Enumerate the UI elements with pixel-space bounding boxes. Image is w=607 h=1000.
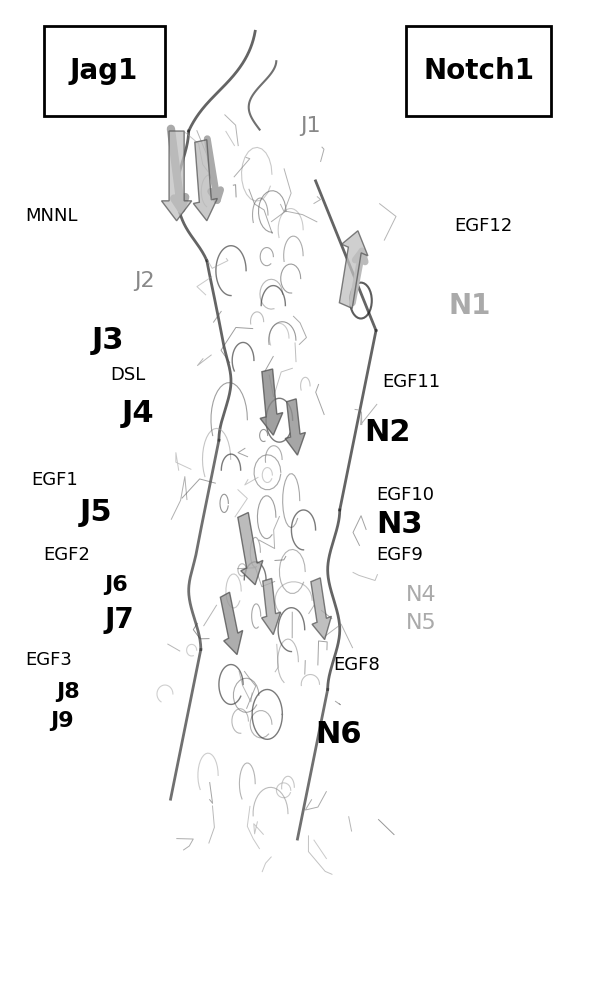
FancyArrow shape bbox=[262, 578, 280, 635]
Text: EGF9: EGF9 bbox=[376, 546, 423, 564]
FancyBboxPatch shape bbox=[44, 26, 164, 116]
FancyArrow shape bbox=[194, 140, 217, 221]
Text: J2: J2 bbox=[134, 271, 155, 291]
Text: N4: N4 bbox=[406, 585, 437, 605]
FancyArrow shape bbox=[339, 231, 368, 308]
Text: J9: J9 bbox=[50, 711, 73, 731]
Text: MNNL: MNNL bbox=[25, 207, 78, 225]
FancyArrow shape bbox=[260, 369, 283, 435]
FancyBboxPatch shape bbox=[406, 26, 551, 116]
Text: J5: J5 bbox=[80, 498, 112, 527]
Text: N2: N2 bbox=[364, 418, 410, 447]
Text: J7: J7 bbox=[104, 606, 134, 634]
Text: EGF3: EGF3 bbox=[25, 651, 72, 669]
Text: J6: J6 bbox=[104, 575, 128, 595]
FancyArrow shape bbox=[311, 578, 331, 640]
Text: N5: N5 bbox=[406, 613, 437, 633]
FancyArrow shape bbox=[285, 399, 305, 455]
Text: J1: J1 bbox=[300, 116, 321, 136]
Text: DSL: DSL bbox=[110, 366, 146, 384]
Text: EGF2: EGF2 bbox=[44, 546, 90, 564]
Text: EGF11: EGF11 bbox=[382, 373, 440, 391]
Text: J3: J3 bbox=[92, 326, 124, 355]
Text: J4: J4 bbox=[122, 399, 155, 428]
Text: Jag1: Jag1 bbox=[70, 57, 138, 85]
Text: EGF10: EGF10 bbox=[376, 486, 434, 504]
Text: J8: J8 bbox=[56, 682, 80, 702]
Text: Notch1: Notch1 bbox=[423, 57, 534, 85]
Text: EGF8: EGF8 bbox=[334, 656, 381, 674]
Text: EGF1: EGF1 bbox=[32, 471, 78, 489]
Text: N6: N6 bbox=[316, 720, 362, 749]
Text: N1: N1 bbox=[449, 292, 491, 320]
FancyArrow shape bbox=[238, 512, 263, 585]
FancyArrow shape bbox=[161, 131, 192, 221]
FancyArrow shape bbox=[220, 592, 243, 655]
Text: EGF12: EGF12 bbox=[455, 217, 513, 235]
Text: N3: N3 bbox=[376, 510, 422, 539]
